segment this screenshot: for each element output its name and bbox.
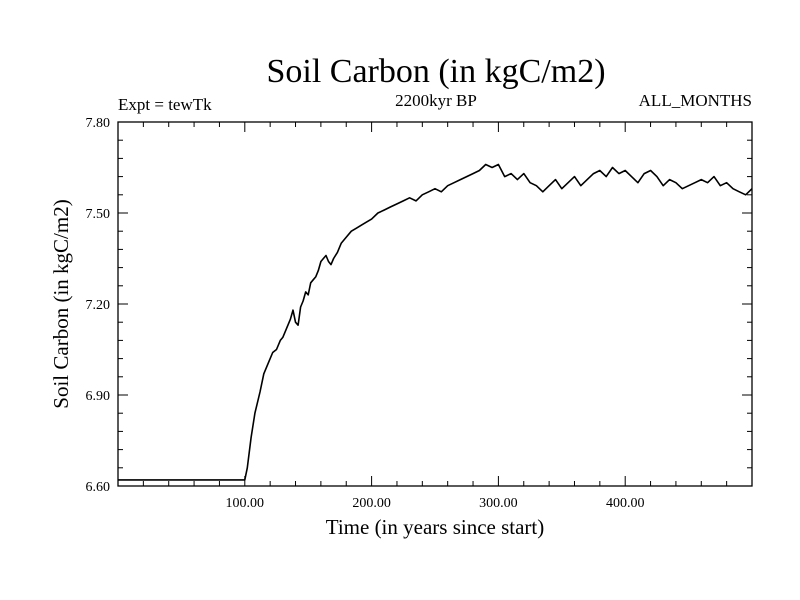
experiment-label: Expt = tewTk: [118, 95, 212, 114]
plot-frame: [117, 121, 753, 487]
y-tick-label: 7.80: [86, 116, 111, 131]
y-tick-label: 6.60: [86, 480, 111, 495]
y-axis-label: Soil Carbon (in kgC/m2): [49, 199, 73, 408]
x-tick-label: 100.00: [226, 496, 265, 511]
axis-ticks: [118, 121, 752, 487]
x-axis-label: Time (in years since start): [326, 515, 545, 539]
chart-subtitle: 2200kyr BP: [395, 91, 477, 110]
series-line: [118, 163, 753, 481]
series-layer: [118, 163, 753, 481]
y-tick-label: 7.50: [86, 207, 111, 222]
chart-title: Soil Carbon (in kgC/m2): [266, 53, 605, 90]
y-tick-label: 6.90: [86, 389, 111, 404]
x-tick-label: 400.00: [606, 496, 645, 511]
y-tick-label: 7.20: [86, 298, 111, 313]
x-tick-label: 300.00: [479, 496, 518, 511]
axis-tick-labels: 100.00 200.00 300.00 400.00 6.60 6.90 7.20 7.50…: [86, 116, 645, 511]
x-tick-label: 200.00: [352, 496, 391, 511]
months-label: ALL_MONTHS: [639, 91, 752, 110]
